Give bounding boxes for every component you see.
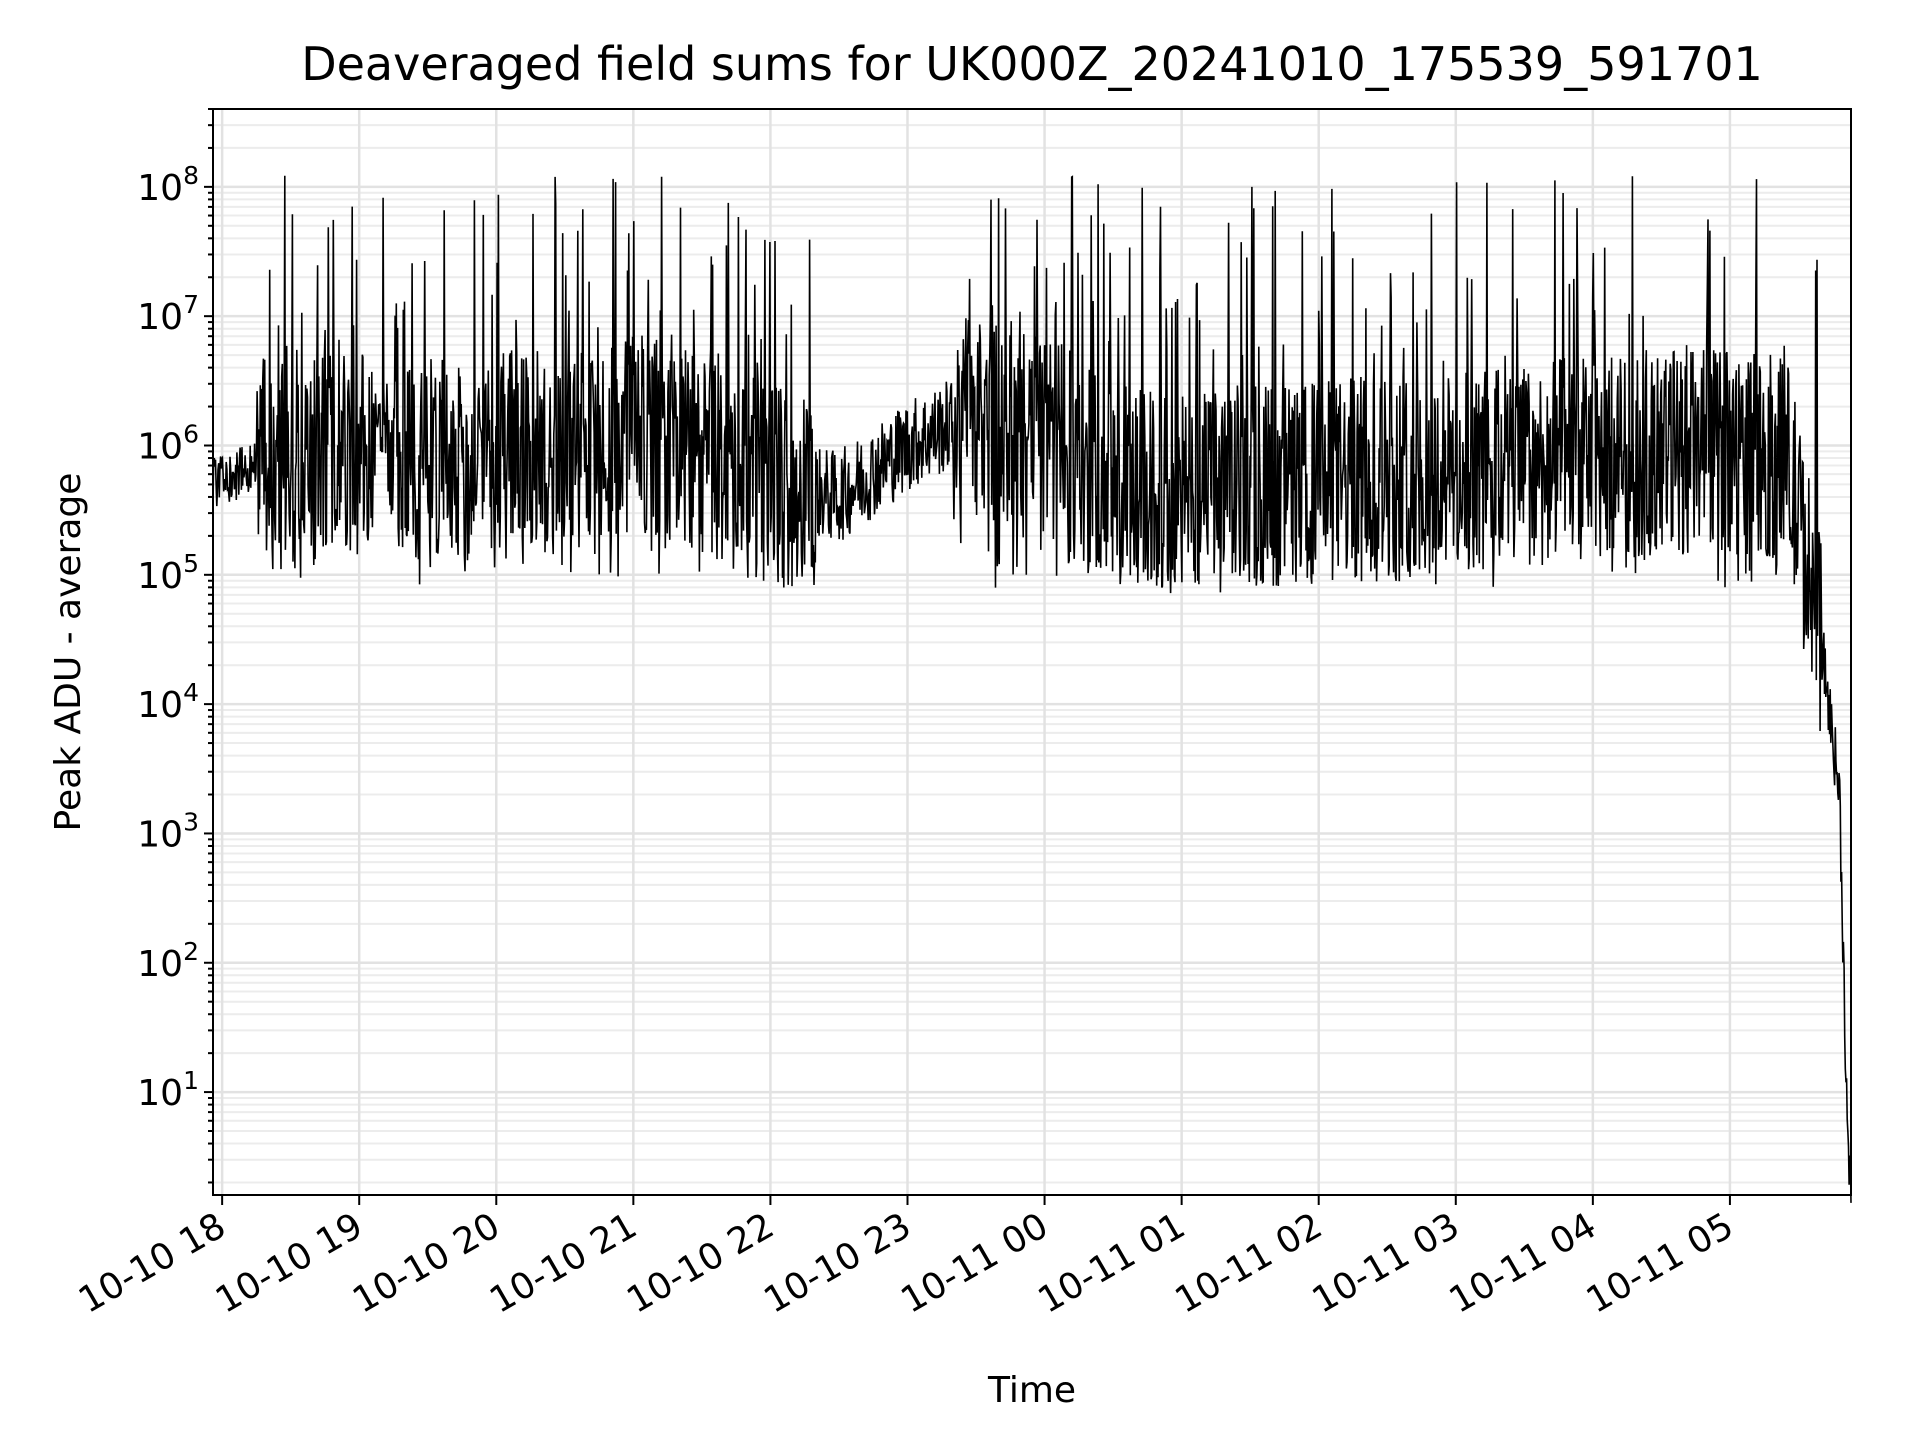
y-tick-label: 105 bbox=[137, 549, 199, 597]
y-tick-exponent: 6 bbox=[183, 419, 199, 448]
y-tick-text: 102 bbox=[137, 937, 199, 985]
y-tick-base: 10 bbox=[137, 426, 183, 467]
y-tick-base: 10 bbox=[137, 556, 183, 597]
chart-title: Deaveraged field sums for UK000Z_2024101… bbox=[301, 37, 1763, 91]
y-tick-text: 103 bbox=[137, 807, 199, 855]
data-layer bbox=[212, 175, 1852, 1203]
y-tick-base: 10 bbox=[137, 814, 183, 855]
y-tick-base: 10 bbox=[137, 944, 183, 985]
y-tick-exponent: 2 bbox=[183, 937, 199, 966]
y-tick-base: 10 bbox=[137, 168, 183, 209]
y-tick-base: 10 bbox=[137, 1073, 183, 1114]
y-tick-label: 104 bbox=[137, 678, 199, 726]
y-tick-text: 106 bbox=[137, 419, 199, 467]
y-tick-exponent: 1 bbox=[183, 1066, 199, 1095]
y-tick-text: 107 bbox=[137, 290, 199, 338]
y-tick-base: 10 bbox=[137, 297, 183, 338]
y-tick-label: 108 bbox=[137, 161, 199, 209]
y-tick-text: 105 bbox=[137, 549, 199, 597]
y-tick-exponent: 4 bbox=[183, 678, 199, 707]
y-axis-label: Peak ADU - average bbox=[48, 473, 89, 832]
y-tick-exponent: 7 bbox=[183, 290, 199, 319]
y-tick-label: 102 bbox=[137, 937, 199, 985]
y-tick-exponent: 3 bbox=[183, 807, 199, 836]
y-tick-text: 108 bbox=[137, 161, 199, 209]
y-tick-label: 106 bbox=[137, 419, 199, 467]
y-tick-base: 10 bbox=[137, 685, 183, 726]
y-tick-label: 107 bbox=[137, 290, 199, 338]
y-tick-text: 101 bbox=[137, 1066, 199, 1114]
grid bbox=[213, 108, 1851, 1195]
y-tick-label: 101 bbox=[137, 1066, 199, 1114]
y-tick-label: 103 bbox=[137, 807, 199, 855]
x-axis-label: Time bbox=[987, 1370, 1076, 1411]
y-tick-text: 104 bbox=[137, 678, 199, 726]
plot-frame bbox=[212, 108, 1852, 1196]
y-tick-exponent: 8 bbox=[183, 161, 199, 190]
series-line bbox=[212, 175, 1852, 1203]
y-tick-exponent: 5 bbox=[183, 549, 199, 578]
